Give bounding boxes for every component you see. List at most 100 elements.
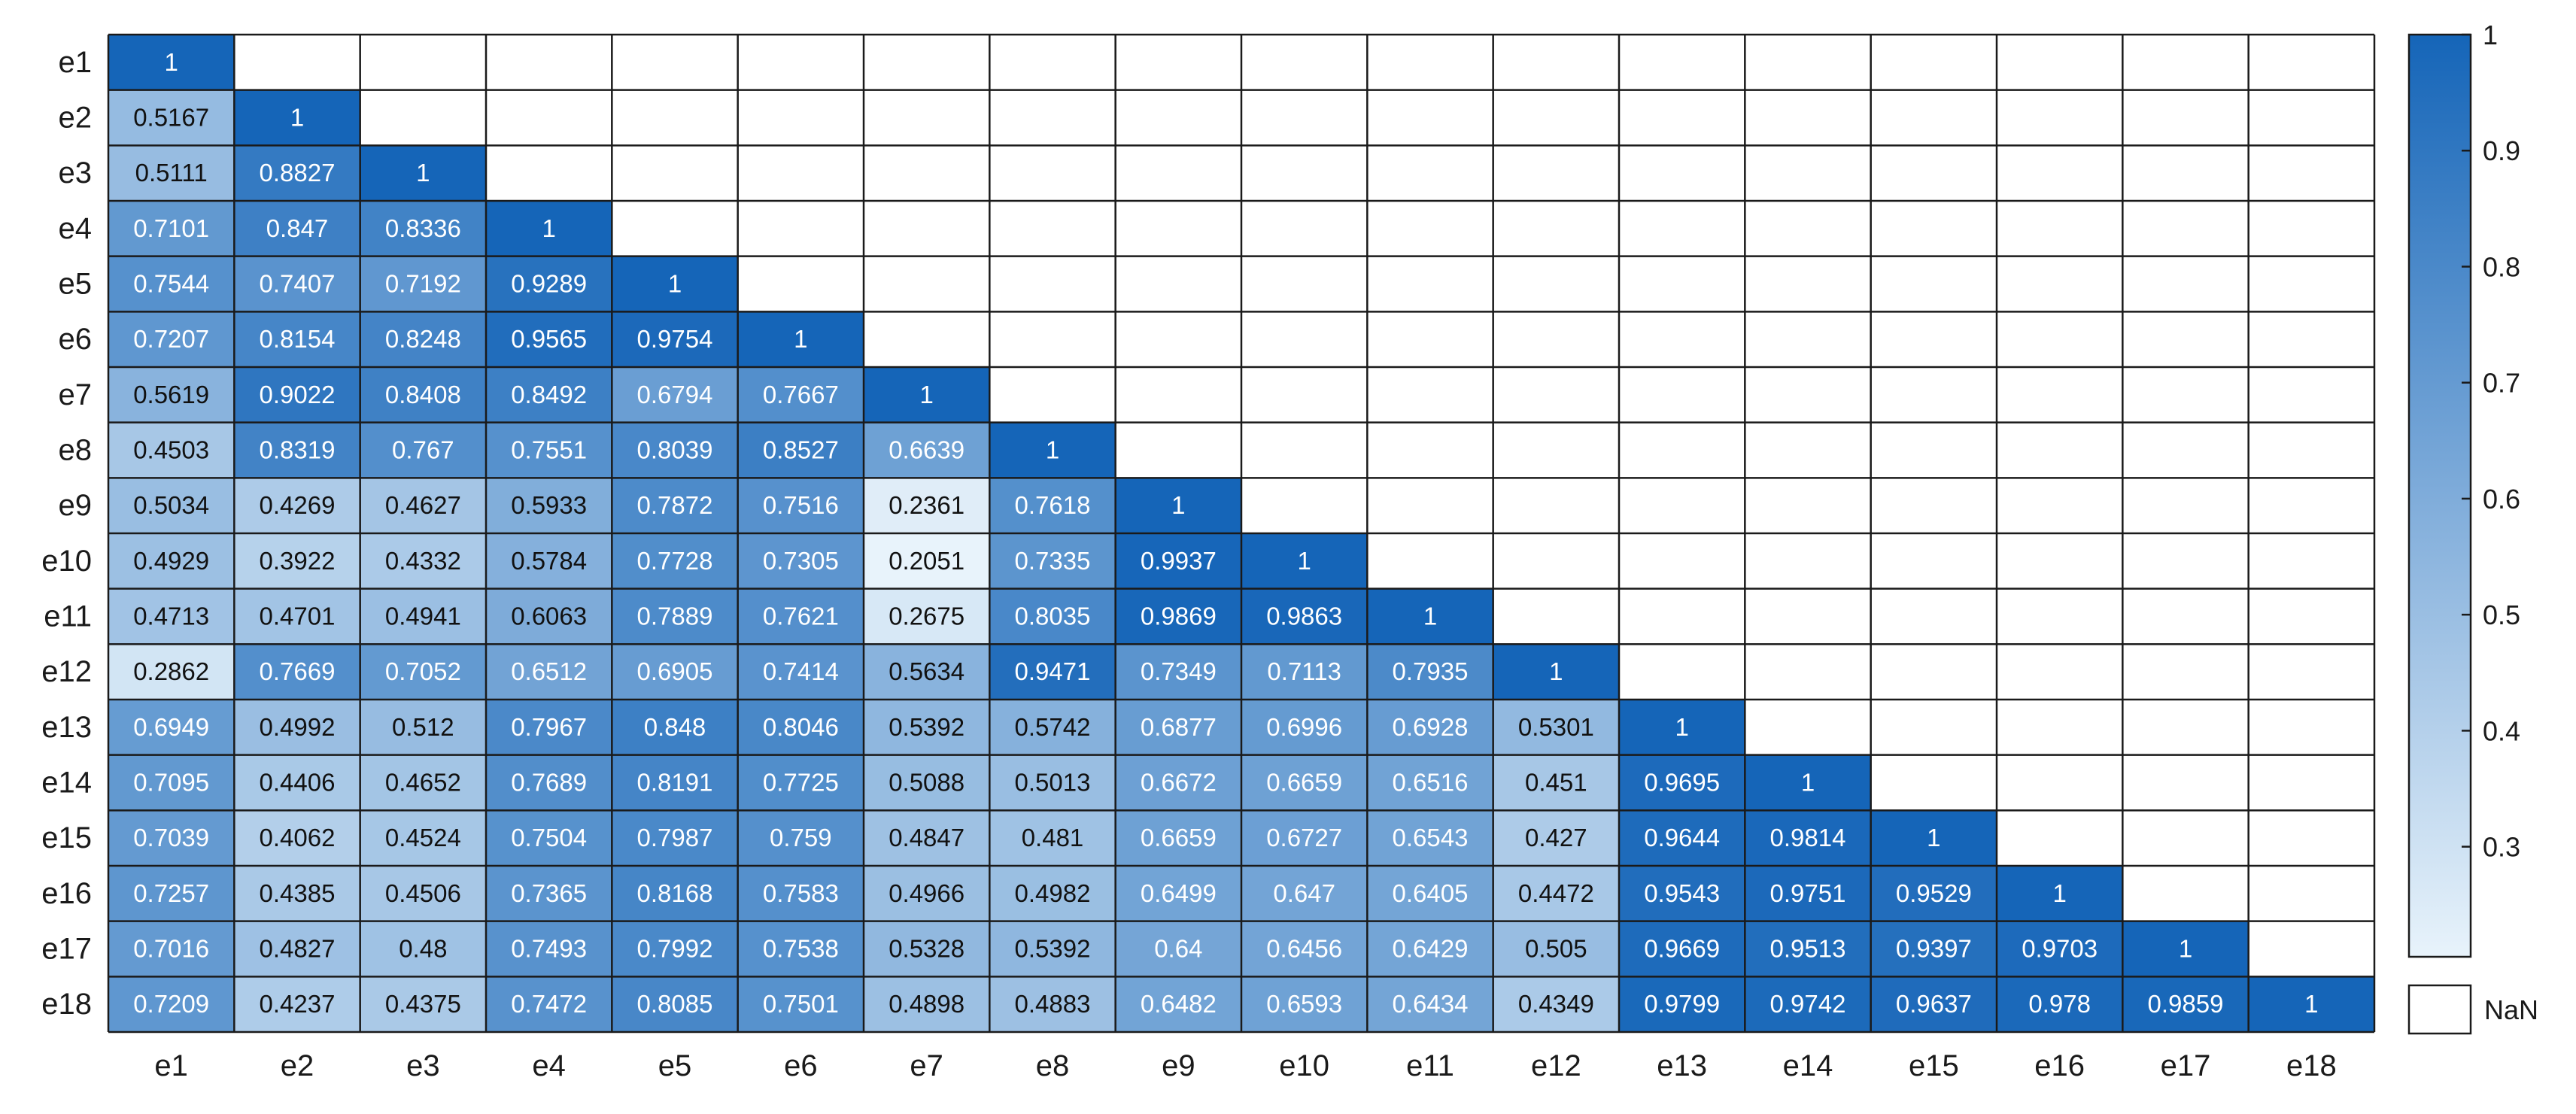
heatmap-cell <box>989 533 1116 589</box>
cell-value-label: 0.8154 <box>260 325 336 353</box>
heatmap-cell <box>989 644 1116 700</box>
cell-value-label: 0.8527 <box>763 436 839 464</box>
colorbar-tick-label: 0.6 <box>2483 484 2520 515</box>
cell-value-label: 0.4827 <box>260 935 336 963</box>
cell-value-label: 0.5742 <box>1015 713 1091 741</box>
heatmap-cell <box>1241 533 1368 589</box>
y-tick-label: e8 <box>59 434 93 467</box>
heatmap-cell <box>612 478 738 533</box>
colorbar <box>2407 33 2472 958</box>
heatmap-cell <box>108 367 235 423</box>
heatmap-cell <box>612 367 738 423</box>
heatmap-cell <box>486 367 612 423</box>
colorbar-tick-label: 0.7 <box>2483 368 2520 399</box>
heatmap-cell <box>989 754 1116 811</box>
heatmap-cell <box>989 700 1116 755</box>
heatmap-cell <box>1241 866 1368 921</box>
cell-value-label: 0.5392 <box>889 713 964 741</box>
heatmap-cell <box>486 866 612 921</box>
x-tick-label: e14 <box>1783 1049 1833 1082</box>
heatmap-cell <box>486 256 612 312</box>
heatmap-cell <box>612 588 738 645</box>
heatmap-cell <box>1367 700 1493 755</box>
x-tick-label: e16 <box>2034 1049 2085 1082</box>
cell-value-label: 0.505 <box>1525 935 1587 963</box>
y-tick-label: e11 <box>44 600 92 633</box>
cell-value-label: 0.6996 <box>1266 713 1342 741</box>
x-tick-label: e12 <box>1531 1049 1581 1082</box>
cell-value-label: 0.4966 <box>889 879 964 907</box>
heatmap-cell <box>612 422 738 478</box>
cell-value-label: 0.9754 <box>637 325 713 353</box>
cell-value-label: 0.4385 <box>260 879 336 907</box>
heatmap-cell <box>864 533 990 589</box>
x-tick-label: e13 <box>1657 1049 1707 1082</box>
heatmap-cell <box>360 311 486 367</box>
cell-value-label: 1 <box>919 381 933 408</box>
x-tick-label: e9 <box>1162 1049 1195 1082</box>
cell-value-label: 0.759 <box>770 824 832 851</box>
y-tick-label: e15 <box>41 821 92 854</box>
cell-value-label: 0.7992 <box>637 935 713 963</box>
y-tick-label: e2 <box>59 102 93 135</box>
y-tick-label: e5 <box>59 268 93 301</box>
cell-value-label: 0.4375 <box>385 990 461 1018</box>
heatmap-cell <box>1870 921 1997 977</box>
cell-value-label: 0.4883 <box>1015 990 1091 1018</box>
cell-value-label: 0.8085 <box>637 990 713 1018</box>
cell-value-label: 0.7501 <box>763 990 839 1018</box>
heatmap-cell <box>360 644 486 700</box>
heatmap-cell <box>360 256 486 312</box>
cell-value-label: 0.7935 <box>1393 657 1469 685</box>
heatmap-cell <box>737 921 864 977</box>
cell-value-label: 0.7493 <box>511 935 587 963</box>
cell-value-label: 0.5784 <box>511 547 587 575</box>
heatmap-cell <box>989 478 1116 533</box>
heatmap-cell <box>234 588 360 645</box>
cell-value-label: 0.7516 <box>763 491 839 519</box>
cell-value-label: 0.7257 <box>133 879 209 907</box>
cell-value-label: 0.5933 <box>511 491 587 519</box>
cell-value-label: 0.64 <box>1154 935 1202 963</box>
heatmap-cell <box>737 976 864 1032</box>
heatmap-cell <box>989 588 1116 645</box>
cell-value-label: 0.5328 <box>889 935 964 963</box>
heatmap-cell <box>360 533 486 589</box>
cell-value-label: 0.2051 <box>889 547 964 575</box>
cell-value-label: 0.9814 <box>1770 824 1846 851</box>
cell-value-label: 0.4713 <box>133 603 209 630</box>
heatmap-cell <box>2122 921 2249 977</box>
cell-value-label: 0.4847 <box>889 824 964 851</box>
heatmap-cell <box>612 754 738 811</box>
y-tick-label: e7 <box>59 378 93 411</box>
heatmap-cell <box>1115 588 1241 645</box>
cell-value-label: 0.7207 <box>133 325 209 353</box>
x-tick-label: e5 <box>658 1049 692 1082</box>
cell-value-label: 0.7889 <box>637 603 713 630</box>
y-tick-label: e14 <box>41 766 92 800</box>
cell-value-label: 0.9644 <box>1644 824 1720 851</box>
x-tick-label: e2 <box>281 1049 314 1082</box>
x-tick-label: e6 <box>784 1049 818 1082</box>
heatmap-cell <box>1241 644 1368 700</box>
cell-value-label: 1 <box>1549 657 1563 685</box>
heatmap-cell <box>1115 478 1241 533</box>
heatmap-cell <box>360 700 486 755</box>
cell-value-label: 0.848 <box>644 713 706 741</box>
cell-value-label: 0.4406 <box>260 769 336 797</box>
x-tick-label: e18 <box>2286 1049 2337 1082</box>
cell-value-label: 1 <box>1297 547 1311 575</box>
heatmap-cell <box>108 644 235 700</box>
cell-value-label: 0.9637 <box>1896 990 1972 1018</box>
cell-value-label: 0.7667 <box>763 381 839 408</box>
cell-value-label: 0.6905 <box>637 657 713 685</box>
heatmap-cell <box>234 866 360 921</box>
cell-value-label: 0.451 <box>1525 769 1587 797</box>
x-tick-label: e1 <box>154 1049 188 1082</box>
cell-value-label: 0.9751 <box>1770 879 1846 907</box>
heatmap-cell <box>486 311 612 367</box>
cell-value-label: 0.481 <box>1022 824 1084 851</box>
cell-value-label: 0.7987 <box>637 824 713 851</box>
